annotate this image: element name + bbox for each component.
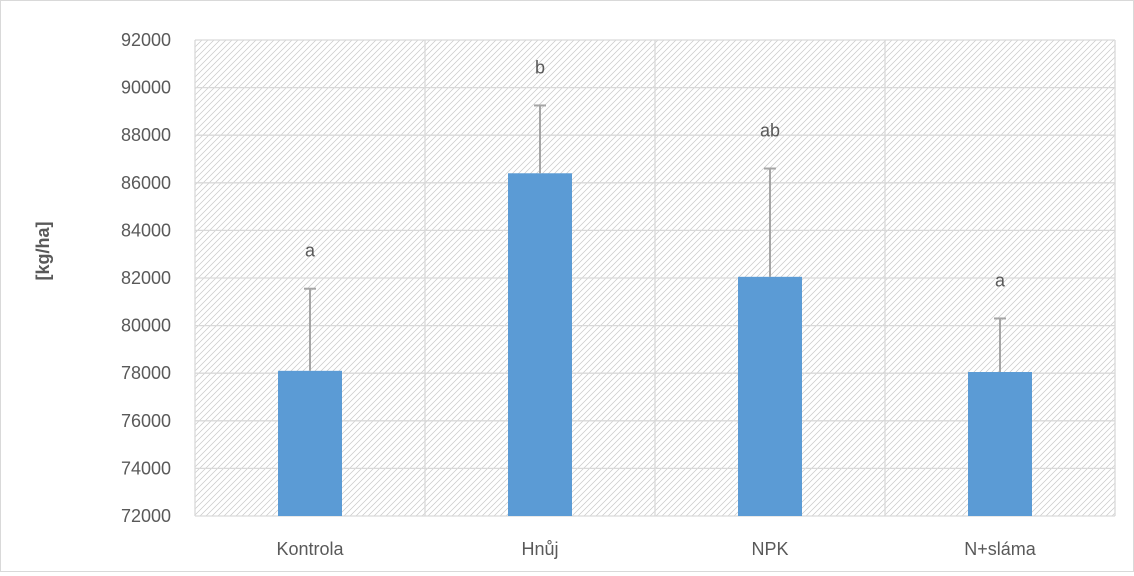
bar [738, 276, 802, 516]
bar [968, 372, 1032, 516]
significance-label: a [305, 241, 316, 261]
x-tick-label: NPK [751, 539, 788, 559]
y-tick-label: 90000 [121, 78, 171, 98]
x-tick-label: N+sláma [964, 539, 1037, 559]
y-axis-label: [kg/ha] [33, 221, 53, 280]
x-tick-label: Hnůj [521, 539, 558, 559]
gridlines [194, 39, 1116, 517]
x-axis-ticks: Kontrola Hnůj NPK N+sláma [276, 539, 1036, 559]
y-tick-label: 74000 [121, 458, 171, 478]
significance-label: b [535, 57, 545, 77]
y-tick-label: 72000 [121, 506, 171, 526]
y-tick-label: 88000 [121, 125, 171, 145]
y-tick-label: 86000 [121, 173, 171, 193]
y-axis-ticks: 72000 74000 76000 78000 80000 82000 84000 86000… [121, 30, 171, 526]
y-tick-label: 84000 [121, 220, 171, 240]
significance-label: a [995, 270, 1006, 290]
y-tick-label: 78000 [121, 363, 171, 383]
y-tick-label: 76000 [121, 411, 171, 431]
y-tick-label: 92000 [121, 30, 171, 50]
bar [508, 173, 572, 516]
y-tick-label: 80000 [121, 316, 171, 336]
y-tick-label: 82000 [121, 268, 171, 288]
bar [278, 370, 342, 516]
x-tick-label: Kontrola [276, 539, 344, 559]
significance-label: ab [760, 121, 780, 141]
